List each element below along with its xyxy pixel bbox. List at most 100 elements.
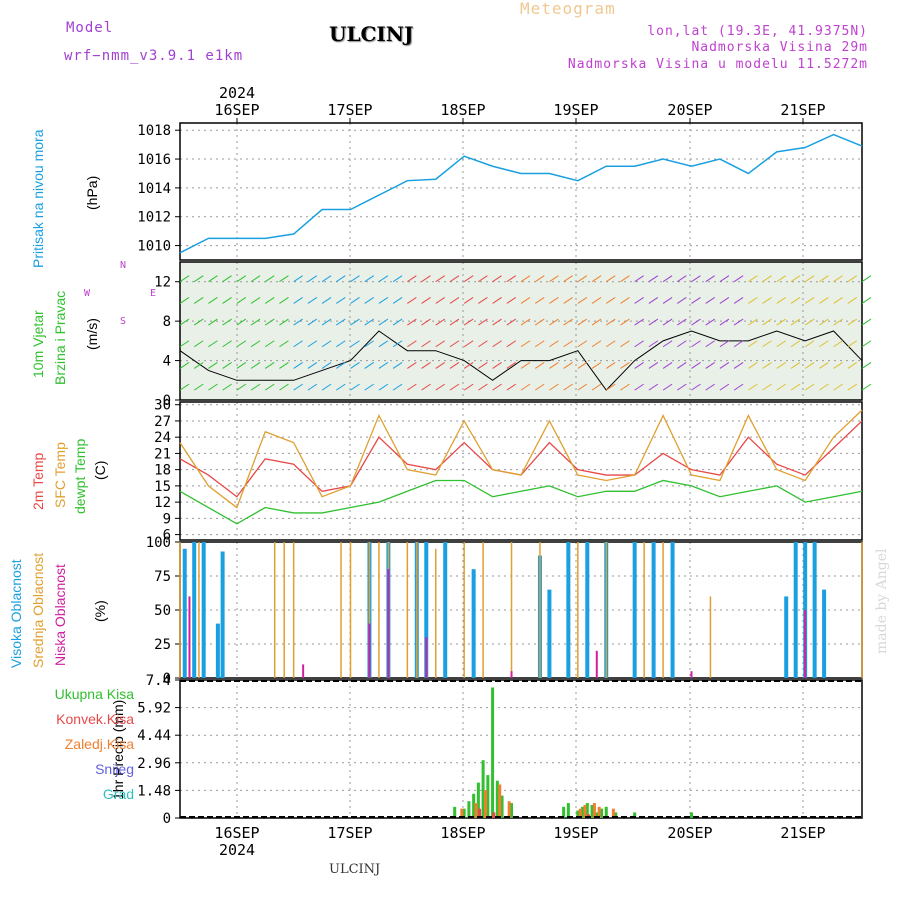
wind-direction-arrow [250,275,261,283]
wind-direction-arrow [492,296,502,304]
wind-direction-arrow [236,362,247,369]
legend-freezing-rain: Zaledj.Kisa [64,736,134,752]
tick-label-cloud: 100 [146,535,171,551]
cloud-low-bar [188,596,191,678]
wind-direction-arrow [478,340,488,348]
tsfc-line [179,409,863,509]
panel-frame-precip [179,679,863,819]
wind-direction-arrow [804,275,815,283]
wind-direction-arrow [463,383,474,391]
cloud-mid-bar [340,542,342,678]
wind-direction-arrow [392,275,403,283]
precip-total-bar [476,782,480,818]
day-label-bottom: 18SEP [440,824,485,842]
wind-direction-arrow [264,362,275,369]
tick-label-pressure: 1012 [137,210,171,226]
wind-direction-arrow [222,296,232,304]
wind-direction-arrow [819,383,829,391]
wind-direction-arrow [492,383,502,391]
wind-direction-arrow [719,296,730,304]
wind-direction-arrow [307,383,318,391]
precip-total-bar [576,810,580,818]
wind-direction-arrow [847,275,858,283]
tick-label-temp: 9 [163,511,171,527]
tick-label-wind: 8 [163,314,171,330]
wind-direction-arrow [563,340,573,348]
wind-direction-arrow [392,296,403,304]
wind-direction-arrow [336,340,346,348]
wind-direction-arrow [264,318,275,326]
cloud-mid-bar [198,542,200,678]
wind-direction-arrow [677,383,687,391]
cloud-mid-bar [709,596,712,678]
cloud-low-bar [510,671,513,678]
cloud-low-bar [804,610,807,678]
wind-direction-arrow [435,340,446,348]
wind-direction-arrow [492,318,502,326]
wind-direction-arrow [677,362,687,369]
wind-direction-arrow [336,318,346,326]
legend-hail: Grad [102,786,134,802]
cloud-mid-bar [435,548,437,678]
cloud-mid-bar [605,542,607,678]
tick-label-precip: 4.44 [137,728,171,744]
compass-e: E [150,288,157,299]
wind-direction-arrow [705,340,715,348]
precip-freezing-bar [611,808,615,818]
wind-direction-arrow [506,340,517,348]
wind-direction-arrow [378,275,389,283]
wind-direction-arrow [264,340,275,348]
wind-direction-arrow [421,275,431,283]
wind-direction-arrow [421,340,431,348]
precip-total-bar [590,804,594,818]
wind-direction-arrow [520,296,531,304]
wind-direction-arrow [264,275,275,283]
cloud-high-bar [471,569,476,678]
wind-direction-arrow [833,318,843,326]
cloud-mid-bar [662,542,664,678]
cloud-high-bar [424,542,429,678]
wind-direction-arrow [762,275,772,283]
wind-direction-arrow [790,275,801,283]
wind-direction-arrow [847,340,858,348]
cloud-mid-bar [577,542,579,678]
tick-label-precip: 0 [163,811,171,827]
wind-direction-arrow [662,296,673,304]
cloud-high-bar [632,542,637,678]
wind-direction-arrow [748,296,758,304]
dewpt-line [179,479,863,525]
wind-direction-arrow [861,296,872,304]
wind-direction-arrow [634,275,644,283]
wind-direction-arrow [478,383,488,391]
precip-freezing-bar [507,801,511,818]
wind-direction-arrow [193,318,204,326]
cloud-mid-bar [463,542,465,678]
day-label-bottom: 20SEP [667,824,712,842]
wind-direction-arrow [193,296,204,304]
wind-direction-arrow [236,340,247,348]
wind-direction-arrow [605,383,616,391]
precip-freezing-bar [597,806,601,818]
precip-total-bar [604,806,608,818]
wind-direction-arrow [705,318,715,326]
tick-label-temp: 24 [154,430,171,446]
wind-direction-arrow [534,296,545,304]
wind-direction-arrow [819,275,829,283]
compass-s: S [120,316,127,327]
wind-direction-arrow [307,275,318,283]
wind-direction-arrow [264,296,275,304]
wind-direction-arrow [250,362,261,369]
wind-direction-arrow [520,340,531,348]
cloud-low-bar [387,569,390,678]
wind-direction-arrow [563,383,573,391]
wind-direction-arrow [790,362,801,369]
wind-direction-arrow [506,362,517,369]
model-label: Model [66,20,114,36]
wind-direction-arrow [179,383,190,391]
wind-direction-arrow [179,340,190,348]
wind-direction-arrow [179,296,190,304]
precip-total-bar [453,806,457,818]
wind-direction-arrow [577,296,588,304]
wind-direction-arrow [677,275,687,283]
legend-convective-rain: Konvek.Kisa [56,711,134,727]
